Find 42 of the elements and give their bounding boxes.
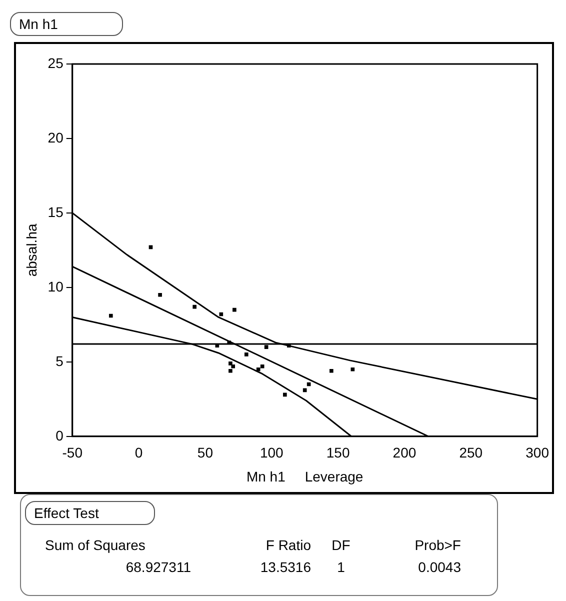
text: 0.0043	[417, 559, 461, 575]
point	[228, 368, 232, 373]
x-tick-label: 150	[326, 444, 350, 461]
point	[158, 292, 162, 297]
x-tick-label: -50	[62, 444, 83, 461]
y-tick-label: 15	[48, 204, 64, 220]
y-tick-label: 10	[48, 278, 64, 294]
point	[260, 364, 264, 368]
point	[330, 368, 334, 373]
chart-title: Mn h1	[10, 12, 123, 36]
point	[302, 388, 307, 392]
point	[231, 364, 236, 368]
x-tick-label: 250	[459, 444, 483, 461]
text: Effect Test	[25, 501, 155, 525]
y-axis-title: absal.ha	[23, 224, 40, 277]
point	[192, 304, 196, 309]
text: Prob>F	[414, 537, 461, 553]
point	[108, 314, 113, 318]
text: 13.5316	[259, 559, 311, 575]
text: Sum of Squares	[44, 537, 146, 553]
x-axis-title: Mn h1 Leverage	[246, 468, 364, 484]
x-tick-label: 0	[134, 444, 143, 461]
point	[264, 345, 268, 349]
x-tick-label: 300	[526, 444, 550, 461]
y-tick-label: 25	[48, 54, 64, 71]
point	[350, 367, 355, 372]
y-tick-label: 0	[56, 427, 64, 444]
text: 1	[336, 559, 346, 575]
text: DF	[330, 537, 352, 553]
x-tick-label: 100	[260, 444, 284, 461]
y-tick-label: 5	[56, 352, 64, 369]
point	[232, 308, 236, 312]
x-tick-label: 50	[197, 444, 214, 461]
point	[283, 392, 287, 397]
y-tick-label: 20	[48, 129, 64, 146]
text: F Ratio	[264, 537, 311, 553]
point	[219, 312, 224, 316]
point	[256, 367, 260, 372]
point	[228, 361, 232, 366]
text: 68.927311	[124, 559, 192, 575]
x-tick-label: 200	[392, 444, 416, 461]
point	[244, 352, 248, 356]
